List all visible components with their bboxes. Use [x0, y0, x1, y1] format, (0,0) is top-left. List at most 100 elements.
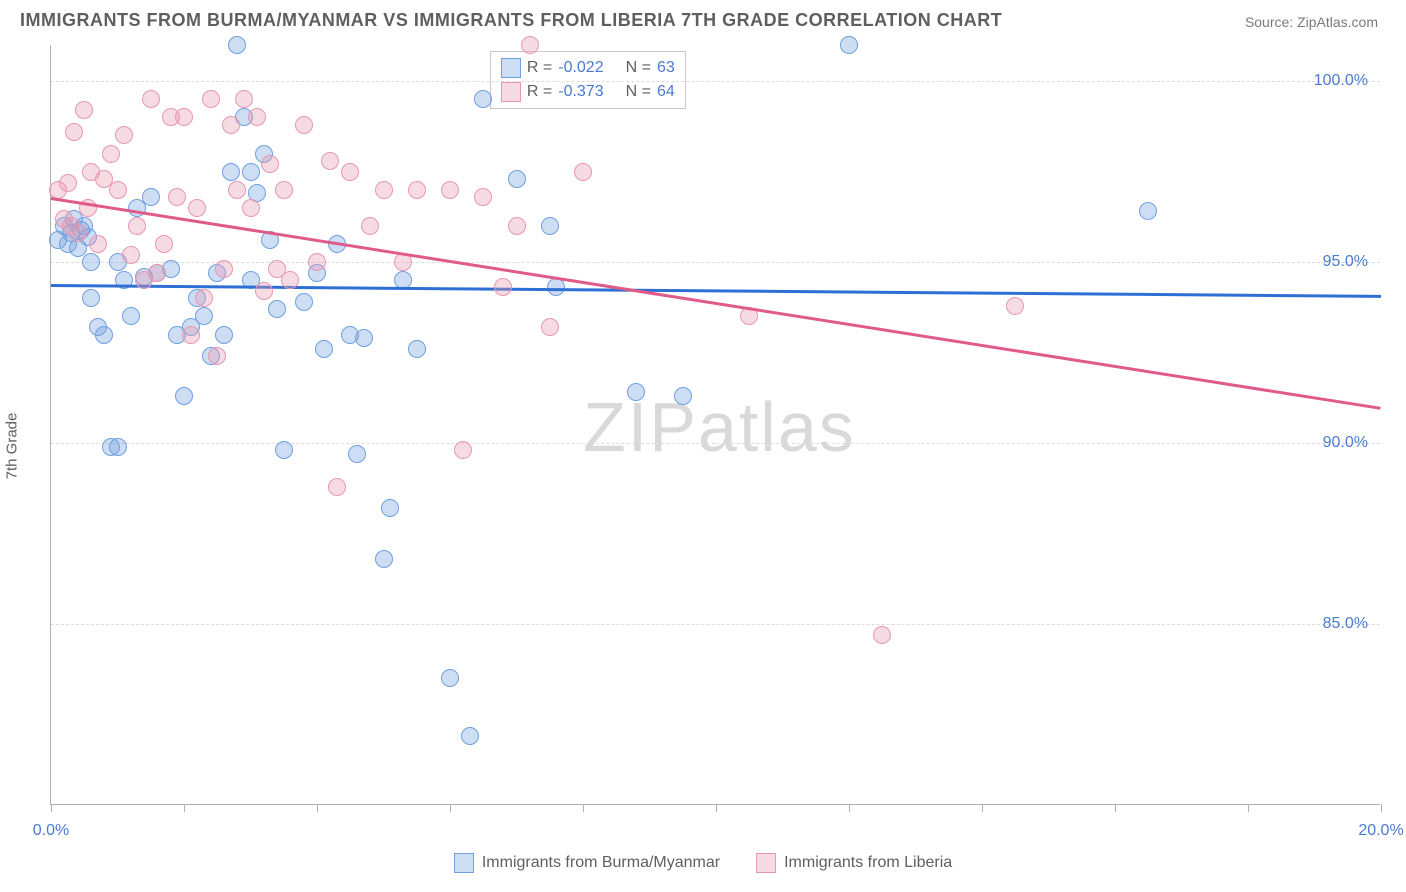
scatter-marker [494, 278, 512, 296]
scatter-marker [321, 152, 339, 170]
scatter-marker [242, 163, 260, 181]
scatter-marker [182, 326, 200, 344]
x-tick-label: 0.0% [33, 822, 69, 840]
y-axis-label: 7th Grade [4, 413, 21, 480]
scatter-marker [255, 282, 273, 300]
x-tick [1248, 804, 1249, 812]
legend-swatch [501, 58, 521, 78]
r-value: -0.022 [558, 56, 603, 80]
x-tick [450, 804, 451, 812]
scatter-marker [235, 90, 253, 108]
scatter-marker [328, 478, 346, 496]
scatter-marker [574, 163, 592, 181]
scatter-marker [215, 326, 233, 344]
legend-item: Immigrants from Burma/Myanmar [454, 853, 720, 873]
scatter-marker [281, 271, 299, 289]
scatter-marker [474, 188, 492, 206]
scatter-marker [208, 347, 226, 365]
scatter-marker [348, 445, 366, 463]
scatter-marker [541, 217, 559, 235]
n-value: 64 [657, 80, 675, 104]
source-attribution: Source: ZipAtlas.com [1245, 14, 1378, 30]
watermark-text: ZIPatlas [583, 387, 856, 467]
scatter-marker [59, 174, 77, 192]
x-tick [317, 804, 318, 812]
legend-item: Immigrants from Liberia [756, 853, 952, 873]
scatter-marker [674, 387, 692, 405]
scatter-marker [315, 340, 333, 358]
scatter-marker [115, 126, 133, 144]
legend-row: R =-0.373 N =64 [501, 80, 675, 104]
series-legend: Immigrants from Burma/Myanmar Immigrants … [0, 853, 1406, 878]
scatter-plot-area: ZIPatlas R =-0.022 N =63 R =-0.373 N =64 85… [50, 45, 1380, 805]
scatter-marker [82, 253, 100, 271]
x-tick [51, 804, 52, 812]
scatter-marker [248, 108, 266, 126]
scatter-marker [441, 669, 459, 687]
scatter-marker [75, 101, 93, 119]
scatter-marker [128, 217, 146, 235]
scatter-marker [408, 181, 426, 199]
gridline [51, 624, 1380, 625]
scatter-marker [361, 217, 379, 235]
scatter-marker [122, 246, 140, 264]
legend-swatch [756, 853, 776, 873]
scatter-marker [109, 181, 127, 199]
source-label: Source: [1245, 14, 1297, 30]
scatter-marker [268, 300, 286, 318]
gridline [51, 443, 1380, 444]
scatter-marker [222, 116, 240, 134]
scatter-marker [275, 181, 293, 199]
scatter-marker [308, 253, 326, 271]
n-label: N = [626, 56, 651, 80]
x-tick [716, 804, 717, 812]
n-value: 63 [657, 56, 675, 80]
r-label: R = [527, 80, 552, 104]
scatter-marker [840, 36, 858, 54]
correlation-legend: R =-0.022 N =63 R =-0.373 N =64 [490, 51, 686, 109]
scatter-marker [228, 181, 246, 199]
scatter-marker [95, 326, 113, 344]
scatter-marker [148, 264, 166, 282]
scatter-marker [541, 318, 559, 336]
scatter-marker [188, 199, 206, 217]
y-tick-label: 90.0% [1323, 434, 1368, 452]
scatter-marker [295, 116, 313, 134]
y-tick-label: 85.0% [1323, 615, 1368, 633]
x-tick [982, 804, 983, 812]
scatter-marker [142, 90, 160, 108]
scatter-marker [82, 289, 100, 307]
scatter-marker [873, 626, 891, 644]
r-value: -0.373 [558, 80, 603, 104]
scatter-marker [228, 36, 246, 54]
scatter-marker [295, 293, 313, 311]
scatter-marker [222, 163, 240, 181]
scatter-marker [1006, 297, 1024, 315]
scatter-marker [381, 499, 399, 517]
legend-swatch [454, 853, 474, 873]
scatter-marker [461, 727, 479, 745]
scatter-marker [508, 217, 526, 235]
scatter-marker [474, 90, 492, 108]
x-tick [849, 804, 850, 812]
scatter-marker [341, 163, 359, 181]
scatter-marker [122, 307, 140, 325]
scatter-marker [215, 260, 233, 278]
scatter-marker [102, 145, 120, 163]
scatter-marker [109, 438, 127, 456]
legend-row: R =-0.022 N =63 [501, 56, 675, 80]
scatter-marker [275, 441, 293, 459]
scatter-marker [65, 123, 83, 141]
scatter-marker [175, 387, 193, 405]
scatter-marker [375, 181, 393, 199]
scatter-marker [168, 188, 186, 206]
scatter-marker [441, 181, 459, 199]
r-label: R = [527, 56, 552, 80]
series-name: Immigrants from Burma/Myanmar [482, 854, 720, 872]
n-label: N = [626, 80, 651, 104]
x-tick-label: 20.0% [1358, 822, 1403, 840]
regression-line [51, 284, 1381, 297]
scatter-marker [202, 90, 220, 108]
series-name: Immigrants from Liberia [784, 854, 952, 872]
scatter-marker [261, 155, 279, 173]
